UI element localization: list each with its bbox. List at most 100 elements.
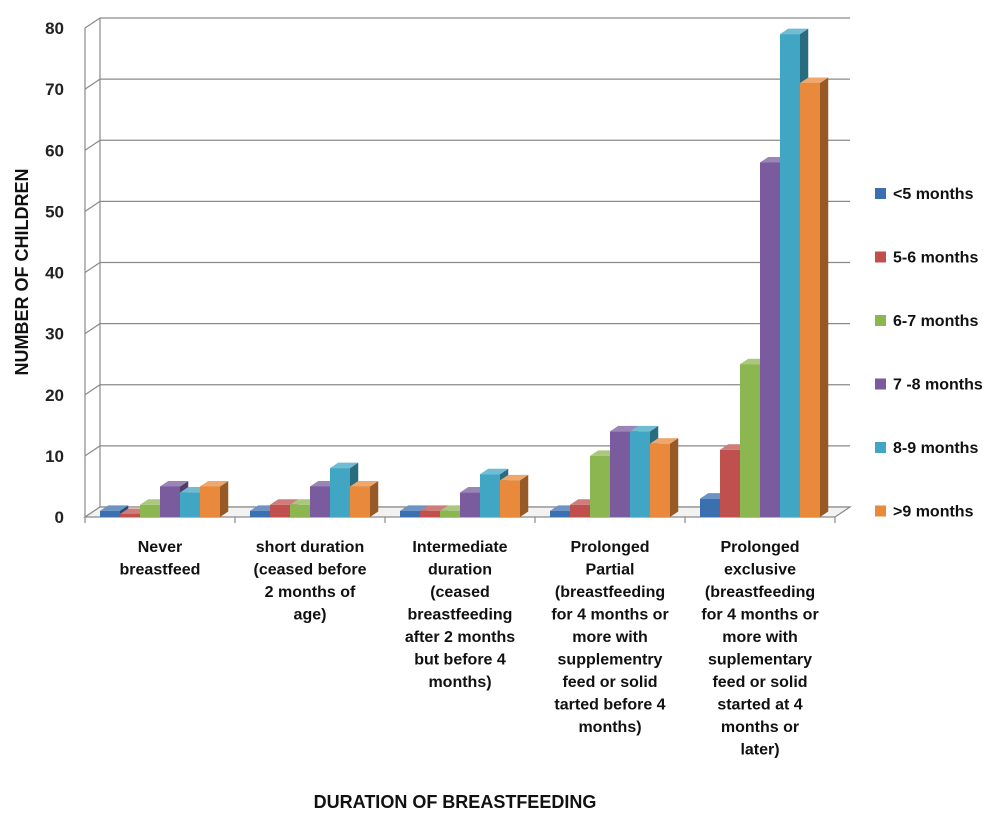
x-axis-categories: Never breastfeed short duration (ceased bef… — [120, 539, 819, 759]
bar-front — [480, 474, 500, 517]
legend-item: <5 months — [875, 186, 974, 203]
bar — [800, 77, 829, 517]
bar-side — [220, 480, 229, 517]
bar-front — [140, 504, 160, 517]
bar-side — [670, 438, 679, 517]
legend-item: 5-6 months — [875, 250, 978, 267]
gridline-tick — [84, 323, 101, 335]
y-tick-label: 80 — [45, 19, 64, 38]
bar-front — [610, 431, 630, 517]
bar — [500, 474, 529, 517]
y-tick-label: 50 — [45, 202, 64, 221]
bar-front — [700, 498, 720, 517]
bar-front — [100, 510, 120, 517]
bar — [350, 480, 379, 517]
legend-swatch — [875, 442, 886, 453]
bar-front — [180, 492, 200, 517]
gridline-tick — [84, 139, 101, 151]
y-axis-ticks: 0 10 20 30 40 50 60 70 80 — [45, 19, 64, 527]
bar-front — [500, 480, 520, 517]
bar-top — [100, 505, 129, 511]
gridline-tick — [84, 384, 101, 396]
y-tick-label: 0 — [55, 508, 64, 527]
bar-front — [400, 510, 420, 517]
y-axis-title: NUMBER OF CHILDREN — [12, 169, 32, 376]
bar-front — [270, 504, 290, 517]
y-tick-label: 30 — [45, 325, 64, 344]
bar — [330, 462, 359, 517]
bar-side — [370, 480, 379, 517]
bar-front — [630, 431, 650, 517]
bar-front — [800, 83, 820, 517]
x-category-label: Never breastfeed — [120, 539, 201, 579]
legend-swatch — [875, 315, 886, 326]
bar-top — [610, 425, 639, 432]
bar-front — [250, 510, 270, 517]
bar — [650, 438, 679, 517]
bar-top — [270, 499, 299, 505]
bar-front — [760, 162, 780, 517]
gridline-tick — [84, 78, 101, 90]
gridline-tick — [84, 200, 101, 212]
bar-front — [590, 455, 610, 517]
bar-top — [160, 480, 189, 487]
bar-front — [200, 486, 220, 517]
legend-item: 6-7 months — [875, 313, 978, 330]
legend: <5 months 5-6 months 6-7 months 7 -8 months… — [875, 186, 983, 521]
bar-top — [800, 77, 829, 84]
y-tick-label: 20 — [45, 386, 64, 405]
legend-label: <5 months — [893, 186, 974, 203]
legend-item: >9 months — [875, 504, 974, 521]
x-category-label: Prolonged exclusive (breastfeeding for 4 mo… — [701, 539, 818, 759]
y-tick-label: 60 — [45, 141, 64, 160]
x-axis-title: DURATION OF BREASTFEEDING — [314, 792, 597, 812]
gridline-tick — [84, 17, 101, 29]
bar-top — [330, 462, 359, 469]
x-category-label: Intermediate duration (ceased breastfeeding… — [405, 539, 515, 691]
bar-top — [420, 505, 449, 511]
bar-front — [460, 492, 480, 517]
legend-swatch — [875, 188, 886, 199]
bars — [100, 28, 829, 518]
legend-label: >9 months — [893, 504, 974, 521]
bar-front — [720, 449, 740, 517]
bar-top — [500, 474, 529, 481]
bar — [200, 480, 229, 517]
bar-front — [440, 510, 460, 517]
bar-top — [630, 425, 659, 432]
bar-side — [520, 474, 529, 517]
bar-front — [740, 364, 760, 517]
legend-item: 8-9 months — [875, 440, 978, 457]
y-tick-label: 10 — [45, 447, 64, 466]
bar-top — [650, 438, 679, 444]
legend-label: 8-9 months — [893, 440, 978, 457]
legend-swatch — [875, 505, 886, 517]
gridlines — [84, 17, 850, 518]
x-category-label: Prolonged Partial (breastfeeding for 4 mont… — [551, 539, 668, 736]
gridline-tick — [84, 445, 101, 457]
legend-item: 7 -8 months — [875, 377, 983, 394]
legend-label: 6-7 months — [893, 313, 978, 330]
bar-top — [200, 480, 229, 487]
bar-front — [330, 468, 350, 517]
bar-front — [650, 443, 670, 517]
bar-top — [350, 480, 379, 487]
bar-front — [550, 510, 570, 517]
legend-swatch — [875, 251, 886, 263]
y-tick-label: 40 — [45, 264, 64, 283]
bar-side — [820, 77, 829, 517]
gridline-tick — [84, 262, 101, 273]
bar-top — [780, 28, 809, 35]
bar-top — [480, 468, 509, 475]
legend-swatch — [875, 378, 886, 390]
bar-front — [350, 486, 370, 517]
bar-front — [310, 486, 330, 517]
bar-front — [420, 510, 440, 517]
bar-front — [290, 504, 310, 517]
bar-front — [160, 486, 180, 517]
legend-label: 5-6 months — [893, 250, 978, 267]
bar-front — [570, 504, 590, 517]
bar-top — [400, 505, 429, 511]
legend-label: 7 -8 months — [893, 377, 983, 394]
